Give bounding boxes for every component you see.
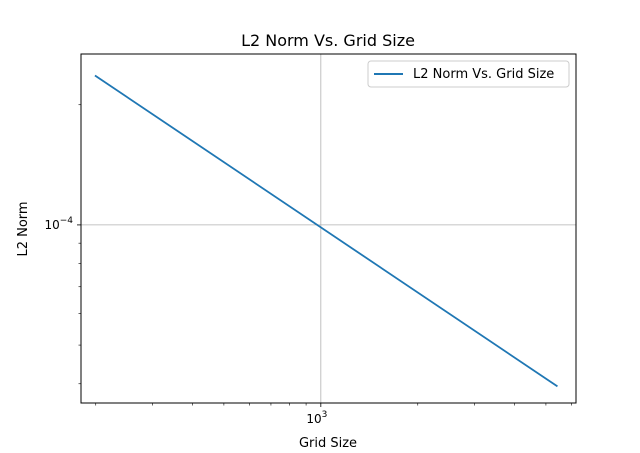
grid-layer xyxy=(81,54,576,403)
series-layer xyxy=(94,74,558,388)
legend-entry-label: L2 Norm Vs. Grid Size xyxy=(413,67,554,82)
series-line xyxy=(94,74,558,388)
legend: L2 Norm Vs. Grid Size xyxy=(367,60,570,88)
legend-box xyxy=(367,60,570,88)
plot-frame xyxy=(80,53,577,404)
chart-title: L2 Norm Vs. Grid Size xyxy=(241,31,415,50)
x-axis-label: Grid Size xyxy=(299,436,357,451)
y-axis-label: L2 Norm xyxy=(16,201,31,256)
